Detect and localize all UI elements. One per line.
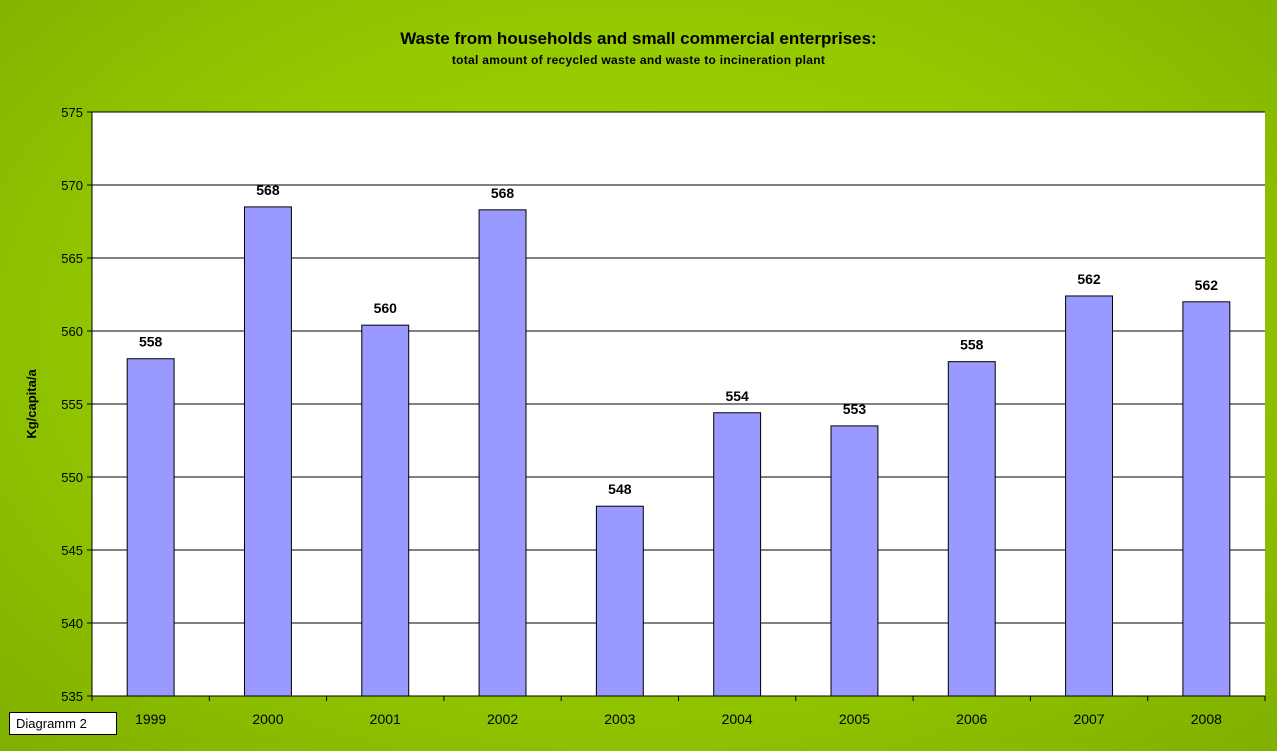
- x-tick-label-2004: 2004: [722, 711, 753, 727]
- x-tick-label-2008: 2008: [1191, 711, 1222, 727]
- x-tick-label-2002: 2002: [487, 711, 518, 727]
- data-label-2002: 568: [491, 185, 515, 201]
- data-label-2000: 568: [256, 182, 280, 198]
- bar-2000: [243, 206, 292, 697]
- y-axis-ticks: 535 540 545 550 555 560 565 570 575: [61, 105, 92, 704]
- data-label-2006: 558: [960, 337, 984, 353]
- x-tick-label-2005: 2005: [839, 711, 870, 727]
- x-tick-label-2007: 2007: [1073, 711, 1104, 727]
- caption-box: Diagramm 2: [9, 712, 117, 735]
- bar-2007: [1065, 295, 1114, 697]
- bar-2003: [595, 505, 644, 697]
- y-tick-label: 565: [61, 251, 83, 266]
- x-tick-label-2006: 2006: [956, 711, 987, 727]
- x-tick-label-2003: 2003: [604, 711, 635, 727]
- data-label-2001: 560: [374, 300, 398, 316]
- y-tick-label: 550: [61, 470, 83, 485]
- data-label-1999: 558: [139, 334, 163, 350]
- data-labels: 558 568 560 568 548 554 553 558 562 562: [139, 182, 1218, 497]
- x-axis-ticks: 1999 2000 2001 2002 2003 2004 2005 2006 2007 2008: [91, 696, 1266, 727]
- y-tick-label: 535: [61, 689, 83, 704]
- y-axis-label: Kg/capita/a: [24, 369, 39, 439]
- x-tick-label-1999: 1999: [135, 711, 166, 727]
- data-label-2008: 562: [1195, 277, 1219, 293]
- bar-2005: [830, 425, 879, 697]
- chart-subtitle: total amount of recycled waste and waste…: [451, 53, 826, 67]
- y-tick-label: 575: [61, 105, 83, 120]
- bar-2008: [1182, 301, 1231, 697]
- bar-2006: [947, 361, 996, 697]
- bar-1999: [126, 358, 175, 697]
- y-tick-label: 560: [61, 324, 83, 339]
- bar-2001: [361, 324, 410, 697]
- data-label-2003: 548: [608, 481, 632, 497]
- y-tick-label: 540: [61, 616, 83, 631]
- data-label-2005: 553: [843, 401, 867, 417]
- bar-2004: [713, 412, 762, 697]
- data-label-2004: 554: [725, 388, 749, 404]
- y-tick-label: 570: [61, 178, 83, 193]
- bar-2002: [478, 209, 527, 697]
- y-tick-label: 555: [61, 397, 83, 412]
- chart-title: Waste from households and small commerci…: [400, 29, 877, 48]
- y-tick-label: 545: [61, 543, 83, 558]
- x-tick-label-2001: 2001: [370, 711, 401, 727]
- x-tick-label-2000: 2000: [252, 711, 283, 727]
- data-label-2007: 562: [1077, 271, 1101, 287]
